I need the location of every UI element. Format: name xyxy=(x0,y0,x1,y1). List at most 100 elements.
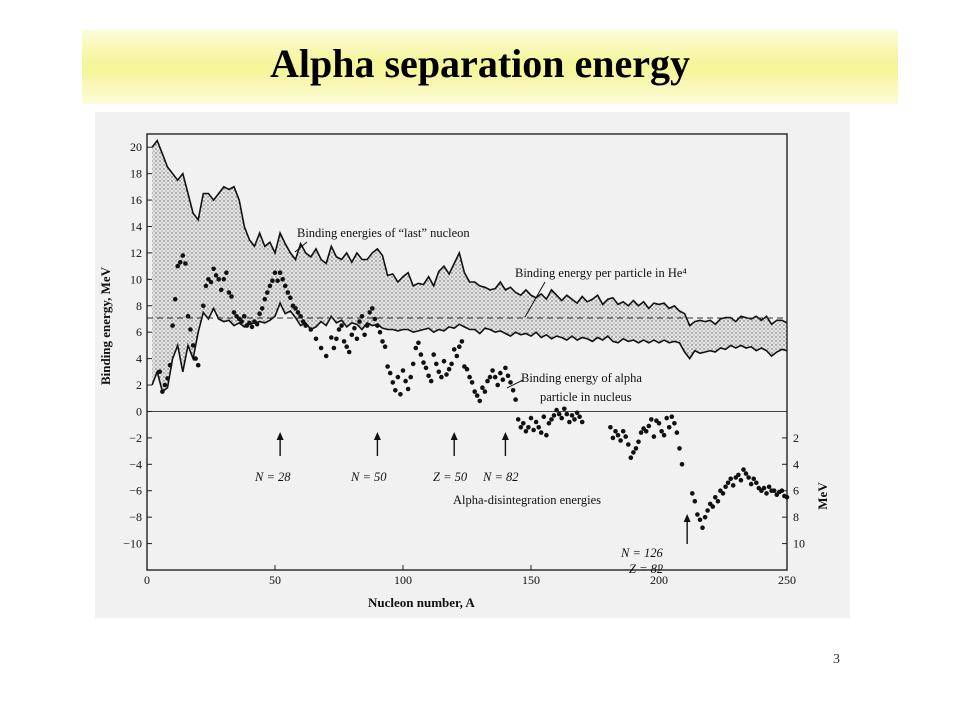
alpha-binding-point xyxy=(666,425,672,430)
alpha-binding-point xyxy=(308,327,314,332)
band-upper-line xyxy=(151,138,788,327)
alpha-binding-point xyxy=(503,365,508,371)
slide-title: Alpha separation energy xyxy=(270,41,690,86)
alpha-binding-point xyxy=(431,352,437,357)
alpha-binding-point xyxy=(515,417,521,422)
alpha-binding-point xyxy=(188,327,193,332)
alpha-binding-point xyxy=(211,266,216,272)
alpha-binding-point xyxy=(538,430,544,435)
alpha-disintegration-point xyxy=(779,488,785,494)
alpha-disintegration-point xyxy=(761,485,767,491)
title-band xyxy=(82,30,898,104)
right-axis-label: MeV xyxy=(815,482,830,510)
alpha-binding-point xyxy=(170,323,175,328)
alpha-binding-point xyxy=(183,261,188,266)
alpha-binding-point xyxy=(495,382,501,388)
alpha-binding-point xyxy=(357,319,362,324)
alpha-binding-point xyxy=(569,413,575,418)
arrow-n126-head xyxy=(683,514,691,522)
alpha-disintegration-point xyxy=(728,476,733,482)
x-tick-label: 150 xyxy=(522,573,540,587)
alpha-binding-point xyxy=(262,296,268,302)
alpha-binding-point xyxy=(257,311,262,316)
alpha-binding-point xyxy=(613,429,618,434)
alpha-binding-point xyxy=(669,414,675,420)
alpha-binding-point xyxy=(643,429,649,434)
alpha-binding-point xyxy=(231,310,237,315)
leader-he4 xyxy=(524,281,546,318)
alpha-binding-point xyxy=(339,323,344,328)
alpha-binding-point xyxy=(533,419,539,425)
alpha-binding-point xyxy=(441,358,447,364)
alpha-binding-point xyxy=(679,462,685,467)
y-tick-label: −10 xyxy=(123,537,142,551)
alpha-disintegration-point xyxy=(746,475,751,480)
alpha-binding-point xyxy=(341,339,347,344)
annotation-alpha-binding-line1: Binding energy of alpha xyxy=(521,371,642,385)
alpha-binding-point xyxy=(518,425,524,430)
alpha-binding-point xyxy=(410,361,416,367)
right-tick-label: 8 xyxy=(793,510,799,524)
alpha-binding-point xyxy=(498,370,503,376)
alpha-binding-point xyxy=(620,429,626,434)
alpha-binding-point xyxy=(382,344,388,349)
alpha-binding-point xyxy=(615,432,621,438)
alpha-binding-point xyxy=(464,366,470,372)
alpha-binding-point xyxy=(165,376,170,381)
alpha-disintegration-point xyxy=(764,491,769,496)
alpha-binding-point xyxy=(628,455,634,461)
alpha-binding-point xyxy=(372,316,378,322)
right-tick-label: 4 xyxy=(793,457,799,471)
alpha-disintegration-point xyxy=(738,477,744,483)
alpha-binding-point xyxy=(626,442,631,447)
alpha-binding-point xyxy=(674,430,680,435)
alpha-binding-point xyxy=(185,314,191,319)
alpha-binding-point xyxy=(218,287,224,293)
alpha-disintegration-point xyxy=(725,480,731,486)
y-axis-label: Binding energy, MeV xyxy=(98,266,113,385)
alpha-binding-point xyxy=(393,388,398,393)
alpha-binding-point xyxy=(259,306,265,311)
alpha-binding-point xyxy=(318,345,324,351)
alpha-binding-point xyxy=(329,335,334,340)
alpha-binding-point xyxy=(408,374,414,380)
alpha-disintegration-point xyxy=(784,495,790,500)
alpha-binding-point xyxy=(208,279,214,285)
alpha-binding-point xyxy=(334,336,339,342)
alpha-binding-point xyxy=(387,370,393,376)
x-tick-label: 0 xyxy=(144,573,150,587)
magic-label-z82: Z = 82 xyxy=(629,562,663,576)
alpha-binding-point xyxy=(216,277,221,282)
alpha-binding-point xyxy=(270,278,275,283)
alpha-binding-point xyxy=(646,423,652,429)
alpha-binding-point xyxy=(224,270,229,275)
y-tick-label: 10 xyxy=(130,272,142,286)
alpha-binding-point xyxy=(277,270,283,275)
alpha-binding-point xyxy=(649,417,654,422)
alpha-binding-point xyxy=(608,425,613,430)
alpha-binding-point xyxy=(482,389,488,394)
alpha-binding-point xyxy=(418,352,424,357)
y-tick-label: 8 xyxy=(136,299,142,313)
alpha-binding-point xyxy=(275,278,280,283)
alpha-binding-point xyxy=(677,446,682,451)
alpha-binding-point xyxy=(541,414,547,420)
alpha-disintegration-point xyxy=(695,512,700,517)
alpha-binding-point xyxy=(661,432,667,438)
alpha-binding-point xyxy=(577,414,582,420)
alpha-binding-point xyxy=(672,421,677,426)
x-tick-label: 50 xyxy=(269,573,281,587)
alpha-binding-point xyxy=(526,425,531,430)
alpha-disintegration-point xyxy=(743,471,749,476)
alpha-binding-point xyxy=(375,323,380,328)
alpha-binding-point xyxy=(423,365,429,371)
alpha-binding-point xyxy=(474,393,480,398)
alpha-binding-point xyxy=(574,410,580,416)
alpha-binding-point xyxy=(195,362,201,368)
alpha-binding-point xyxy=(579,419,585,425)
right-tick-label: 2 xyxy=(793,431,799,445)
x-tick-label: 200 xyxy=(650,573,668,587)
annotation-alpha-disintegration: Alpha-disintegration energies xyxy=(453,493,601,507)
y-tick-label: 6 xyxy=(136,325,142,339)
